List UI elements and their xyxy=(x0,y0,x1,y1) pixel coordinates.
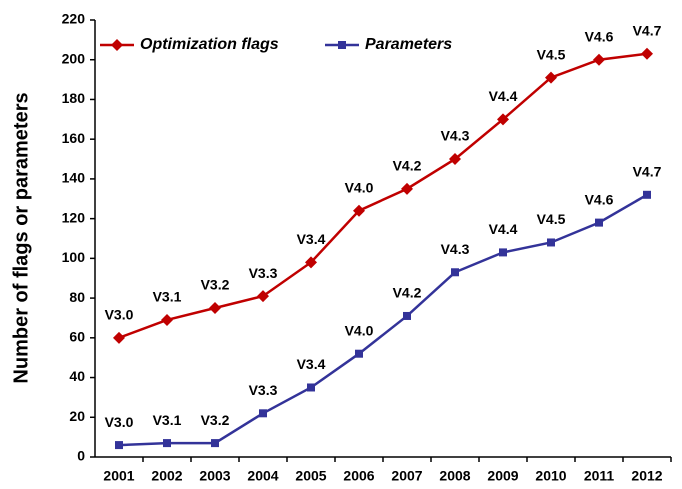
point-label: V4.7 xyxy=(633,164,662,180)
point-label: V3.2 xyxy=(201,277,230,293)
x-tick-label: 2004 xyxy=(247,468,278,484)
x-tick-label: 2009 xyxy=(487,468,518,484)
x-tick-label: 2012 xyxy=(631,468,662,484)
point-label: V4.0 xyxy=(345,179,374,195)
point xyxy=(643,190,651,199)
point xyxy=(113,331,125,344)
legend-marker xyxy=(111,39,123,51)
y-tick-label: 0 xyxy=(77,448,85,464)
legend-marker xyxy=(338,41,346,49)
point xyxy=(163,439,171,448)
point-label: V3.4 xyxy=(297,231,326,247)
point-label: V4.6 xyxy=(585,28,614,44)
point xyxy=(449,153,461,166)
y-tick-label: 80 xyxy=(69,289,85,305)
series-line xyxy=(118,52,648,339)
point xyxy=(451,268,459,277)
x-tick-label: 2010 xyxy=(535,468,566,484)
point xyxy=(403,311,411,320)
y-tick-label: 100 xyxy=(62,249,86,265)
point-label: V3.4 xyxy=(297,356,326,372)
x-tick-label: 2001 xyxy=(103,468,134,484)
point xyxy=(355,349,363,358)
legend-label: Parameters xyxy=(365,36,452,53)
y-tick-label: 60 xyxy=(69,329,85,345)
point-label: V3.2 xyxy=(201,412,230,428)
point xyxy=(593,53,605,66)
x-tick-label: 2002 xyxy=(151,468,182,484)
point xyxy=(353,204,365,217)
y-tick-label: 40 xyxy=(69,368,85,384)
point-label: V4.3 xyxy=(441,128,470,144)
point-label: V3.3 xyxy=(249,265,278,281)
point-label: V3.1 xyxy=(153,289,182,305)
point xyxy=(641,47,653,60)
point xyxy=(211,439,219,448)
point-label: V4.4 xyxy=(489,221,518,237)
x-tick-label: 2011 xyxy=(584,468,615,484)
y-tick-label: 140 xyxy=(62,170,86,186)
point-label: V4.5 xyxy=(537,211,566,227)
point-label: V3.1 xyxy=(153,412,182,428)
point-label: V4.7 xyxy=(633,22,662,38)
point xyxy=(307,383,315,392)
y-tick-label: 120 xyxy=(62,209,86,225)
point xyxy=(499,248,507,257)
point xyxy=(257,290,269,303)
point-label: V3.0 xyxy=(105,414,134,430)
point xyxy=(595,218,603,227)
point xyxy=(209,302,221,315)
y-tick-label: 160 xyxy=(62,130,86,146)
point-label: V4.4 xyxy=(489,88,518,104)
series-line xyxy=(118,193,648,447)
point xyxy=(161,313,173,326)
x-tick-label: 2008 xyxy=(439,468,470,484)
point xyxy=(545,71,557,84)
point-label: V4.0 xyxy=(345,322,374,338)
point xyxy=(497,113,509,126)
y-tick-label: 220 xyxy=(62,11,86,27)
point-label: V4.3 xyxy=(441,241,470,257)
point-label: V3.3 xyxy=(249,382,278,398)
point-label: V4.5 xyxy=(537,46,566,62)
point-label: V3.0 xyxy=(105,307,134,323)
point xyxy=(259,409,267,418)
point xyxy=(305,256,317,269)
point-label: V4.2 xyxy=(393,285,422,301)
legend-label: Optimization flags xyxy=(140,36,279,53)
point-label: V4.6 xyxy=(585,191,614,207)
point xyxy=(115,441,123,450)
x-tick-label: 2005 xyxy=(295,468,326,484)
x-tick-label: 2007 xyxy=(391,468,422,484)
y-tick-label: 20 xyxy=(69,408,85,424)
y-tick-label: 200 xyxy=(62,50,86,66)
y-tick-label: 180 xyxy=(62,90,86,106)
point xyxy=(401,182,413,195)
y-axis-label: Number of flags or parameters xyxy=(10,92,32,383)
x-tick-label: 2003 xyxy=(199,468,230,484)
point-label: V4.2 xyxy=(393,158,422,174)
point xyxy=(547,238,555,247)
x-tick-label: 2006 xyxy=(343,468,374,484)
